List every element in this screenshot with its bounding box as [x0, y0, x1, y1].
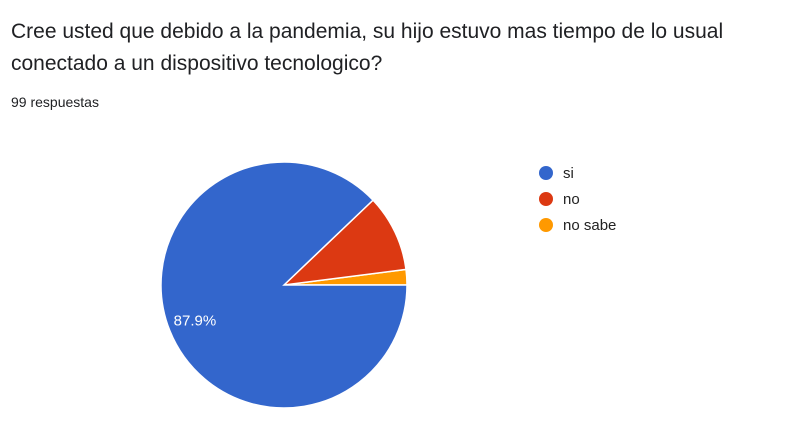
- legend-label-si: si: [563, 164, 574, 182]
- legend-label-no-sabe: no sabe: [563, 216, 617, 234]
- legend-item-no-sabe[interactable]: no sabe: [539, 212, 616, 238]
- question-title: Cree usted que debido a la pandemia, su …: [11, 20, 724, 75]
- legend-swatch-no-sabe: [539, 218, 553, 232]
- legend-item-no[interactable]: no: [539, 186, 616, 212]
- response-count: 99 respuestas: [11, 94, 99, 110]
- pie-slice-si[interactable]: [160, 161, 408, 409]
- pie-label-si: 87.9%: [174, 313, 217, 330]
- legend-label-no: no: [563, 190, 580, 208]
- legend-item-si[interactable]: si: [539, 160, 616, 186]
- legend-swatch-no: [539, 192, 553, 206]
- pie-slice-no[interactable]: [281, 199, 407, 287]
- legend-swatch-si: [539, 166, 553, 180]
- chart-legend: si no no sabe: [539, 160, 616, 238]
